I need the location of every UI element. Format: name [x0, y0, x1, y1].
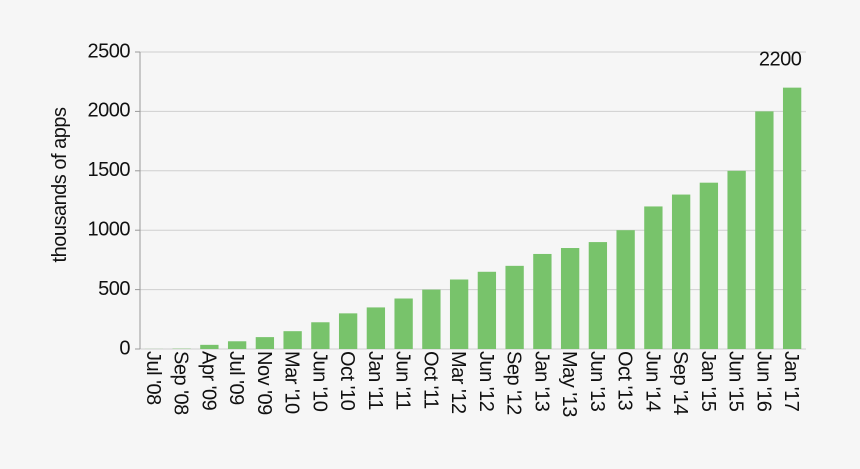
bar	[255, 337, 275, 349]
x-tick-label: Sep '08	[170, 351, 192, 415]
bar	[782, 87, 802, 349]
x-tick-label: Jul '08	[142, 351, 164, 405]
bar	[422, 289, 441, 349]
x-tick-label: Jul '09	[225, 351, 247, 405]
bar	[644, 206, 663, 349]
x-tick-label: Mar '12	[447, 351, 469, 414]
x-tick-label: Jun '16	[752, 351, 774, 412]
y-tick-label: 1500	[88, 159, 131, 181]
bar	[227, 341, 247, 349]
bar	[533, 253, 552, 349]
x-tick-label: Jan '11	[364, 351, 386, 410]
x-tick-label: Apr '09	[197, 351, 219, 411]
y-tick-label: 0	[119, 337, 130, 359]
x-tick-label: Sep '12	[503, 351, 525, 415]
bar	[394, 298, 413, 349]
x-tick-label: Mar '10	[281, 351, 303, 414]
bar	[560, 248, 580, 349]
x-tick-label: Oct '13	[614, 351, 636, 411]
y-tick-label: 500	[98, 278, 130, 300]
x-tick-label: Jun '12	[475, 351, 497, 412]
x-tick-label: May '13	[558, 351, 580, 417]
data-label: 2200	[759, 49, 802, 71]
bar	[671, 194, 691, 349]
bar	[449, 279, 469, 349]
x-tick-label: Jan '13	[530, 351, 552, 412]
x-tick-label: Jun '10	[308, 351, 330, 412]
bar	[477, 271, 497, 349]
x-tick-label: Jun '11	[392, 351, 414, 410]
y-axis-label: thousands of apps	[49, 107, 71, 262]
y-tick-label: 2500	[88, 40, 131, 62]
x-tick-label: Jun '13	[586, 351, 608, 412]
bar	[366, 307, 386, 349]
y-tick-label: 1000	[88, 218, 131, 240]
bar	[616, 230, 635, 349]
x-tick-label: Nov '09	[253, 351, 275, 415]
x-tick-label: Oct '10	[336, 351, 358, 411]
bar	[338, 313, 358, 349]
bar	[311, 322, 330, 349]
bar	[588, 242, 608, 349]
bar	[505, 265, 524, 349]
x-tick-label: Jun '14	[641, 351, 663, 412]
bar	[283, 331, 302, 349]
x-tick-label: Sep '14	[669, 351, 691, 415]
bar	[755, 111, 774, 350]
bar	[727, 170, 746, 349]
x-tick-label: Jun '15	[725, 351, 747, 412]
y-tick-label: 2000	[88, 100, 131, 122]
x-tick-label: Jan '15	[697, 351, 719, 412]
x-tick-label: Oct '11	[419, 351, 441, 409]
bar	[200, 344, 219, 349]
x-tick-label: Jan '17	[780, 351, 802, 412]
bar	[699, 182, 719, 349]
